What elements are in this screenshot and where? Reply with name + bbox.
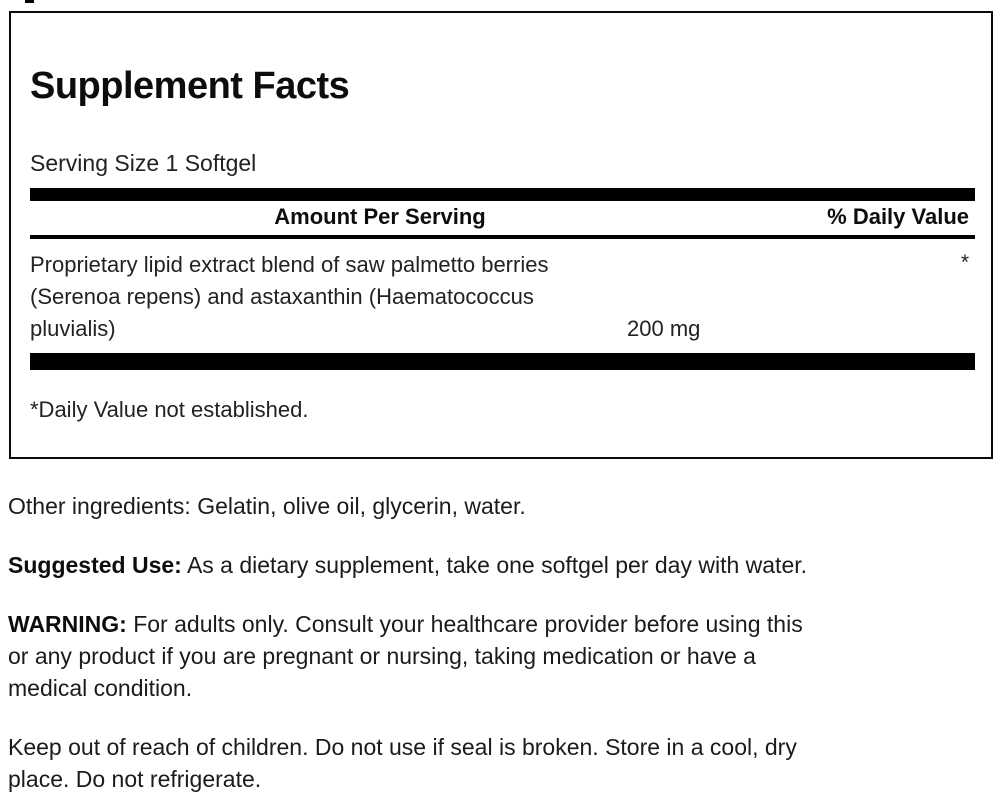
- daily-value-footnote: *Daily Value not established.: [30, 397, 309, 422]
- storage-paragraph: Keep out of reach of children. Do not us…: [8, 731, 797, 795]
- other-ingredients-text: Other ingredients: Gelatin, olive oil, g…: [8, 493, 526, 519]
- ingredient-line-2: (Serenoa repens) and astaxanthin (Haemat…: [30, 284, 534, 309]
- ingredient-amount-value: 200 mg: [627, 316, 701, 341]
- ingredient-row: Proprietary lipid extract blend of saw p…: [30, 249, 975, 345]
- warning-line-2: or any product if you are pregnant or nu…: [8, 643, 756, 669]
- suggested-use-text: As a dietary supplement, take one softge…: [181, 552, 808, 578]
- warning-line-1: WARNING: For adults only. Consult your h…: [8, 608, 803, 640]
- warning-label: WARNING:: [8, 611, 127, 637]
- storage-line-1: Keep out of reach of children. Do not us…: [8, 734, 797, 760]
- amount-per-serving-header: Amount Per Serving: [274, 204, 486, 229]
- warning-paragraph: WARNING: For adults only. Consult your h…: [8, 608, 803, 704]
- serving-size-text: Serving Size 1 Softgel: [30, 150, 257, 176]
- ingredient-line-1: Proprietary lipid extract blend of saw p…: [30, 252, 549, 277]
- ingredient-daily-value-asterisk: *: [960, 251, 969, 274]
- suggested-use-paragraph: Suggested Use: As a dietary supplement, …: [8, 549, 807, 581]
- storage-line-2: place. Do not refrigerate.: [8, 766, 262, 792]
- daily-value-header: % Daily Value: [827, 204, 969, 229]
- top-edge-mark: [25, 0, 34, 3]
- thin-divider: [30, 235, 975, 239]
- warning-line-1-text: For adults only. Consult your healthcare…: [126, 611, 803, 637]
- thick-divider-bottom: [30, 353, 975, 370]
- warning-line-3: medical condition.: [8, 675, 193, 701]
- other-ingredients-paragraph: Other ingredients: Gelatin, olive oil, g…: [8, 490, 526, 522]
- suggested-use-label: Suggested Use:: [8, 552, 182, 578]
- thick-divider-top: [30, 188, 975, 201]
- supplement-facts-panel: Supplement Facts Serving Size 1 Softgel …: [9, 11, 993, 459]
- ingredient-line-3: pluvialis): [30, 316, 116, 341]
- panel-title: Supplement Facts: [30, 65, 350, 107]
